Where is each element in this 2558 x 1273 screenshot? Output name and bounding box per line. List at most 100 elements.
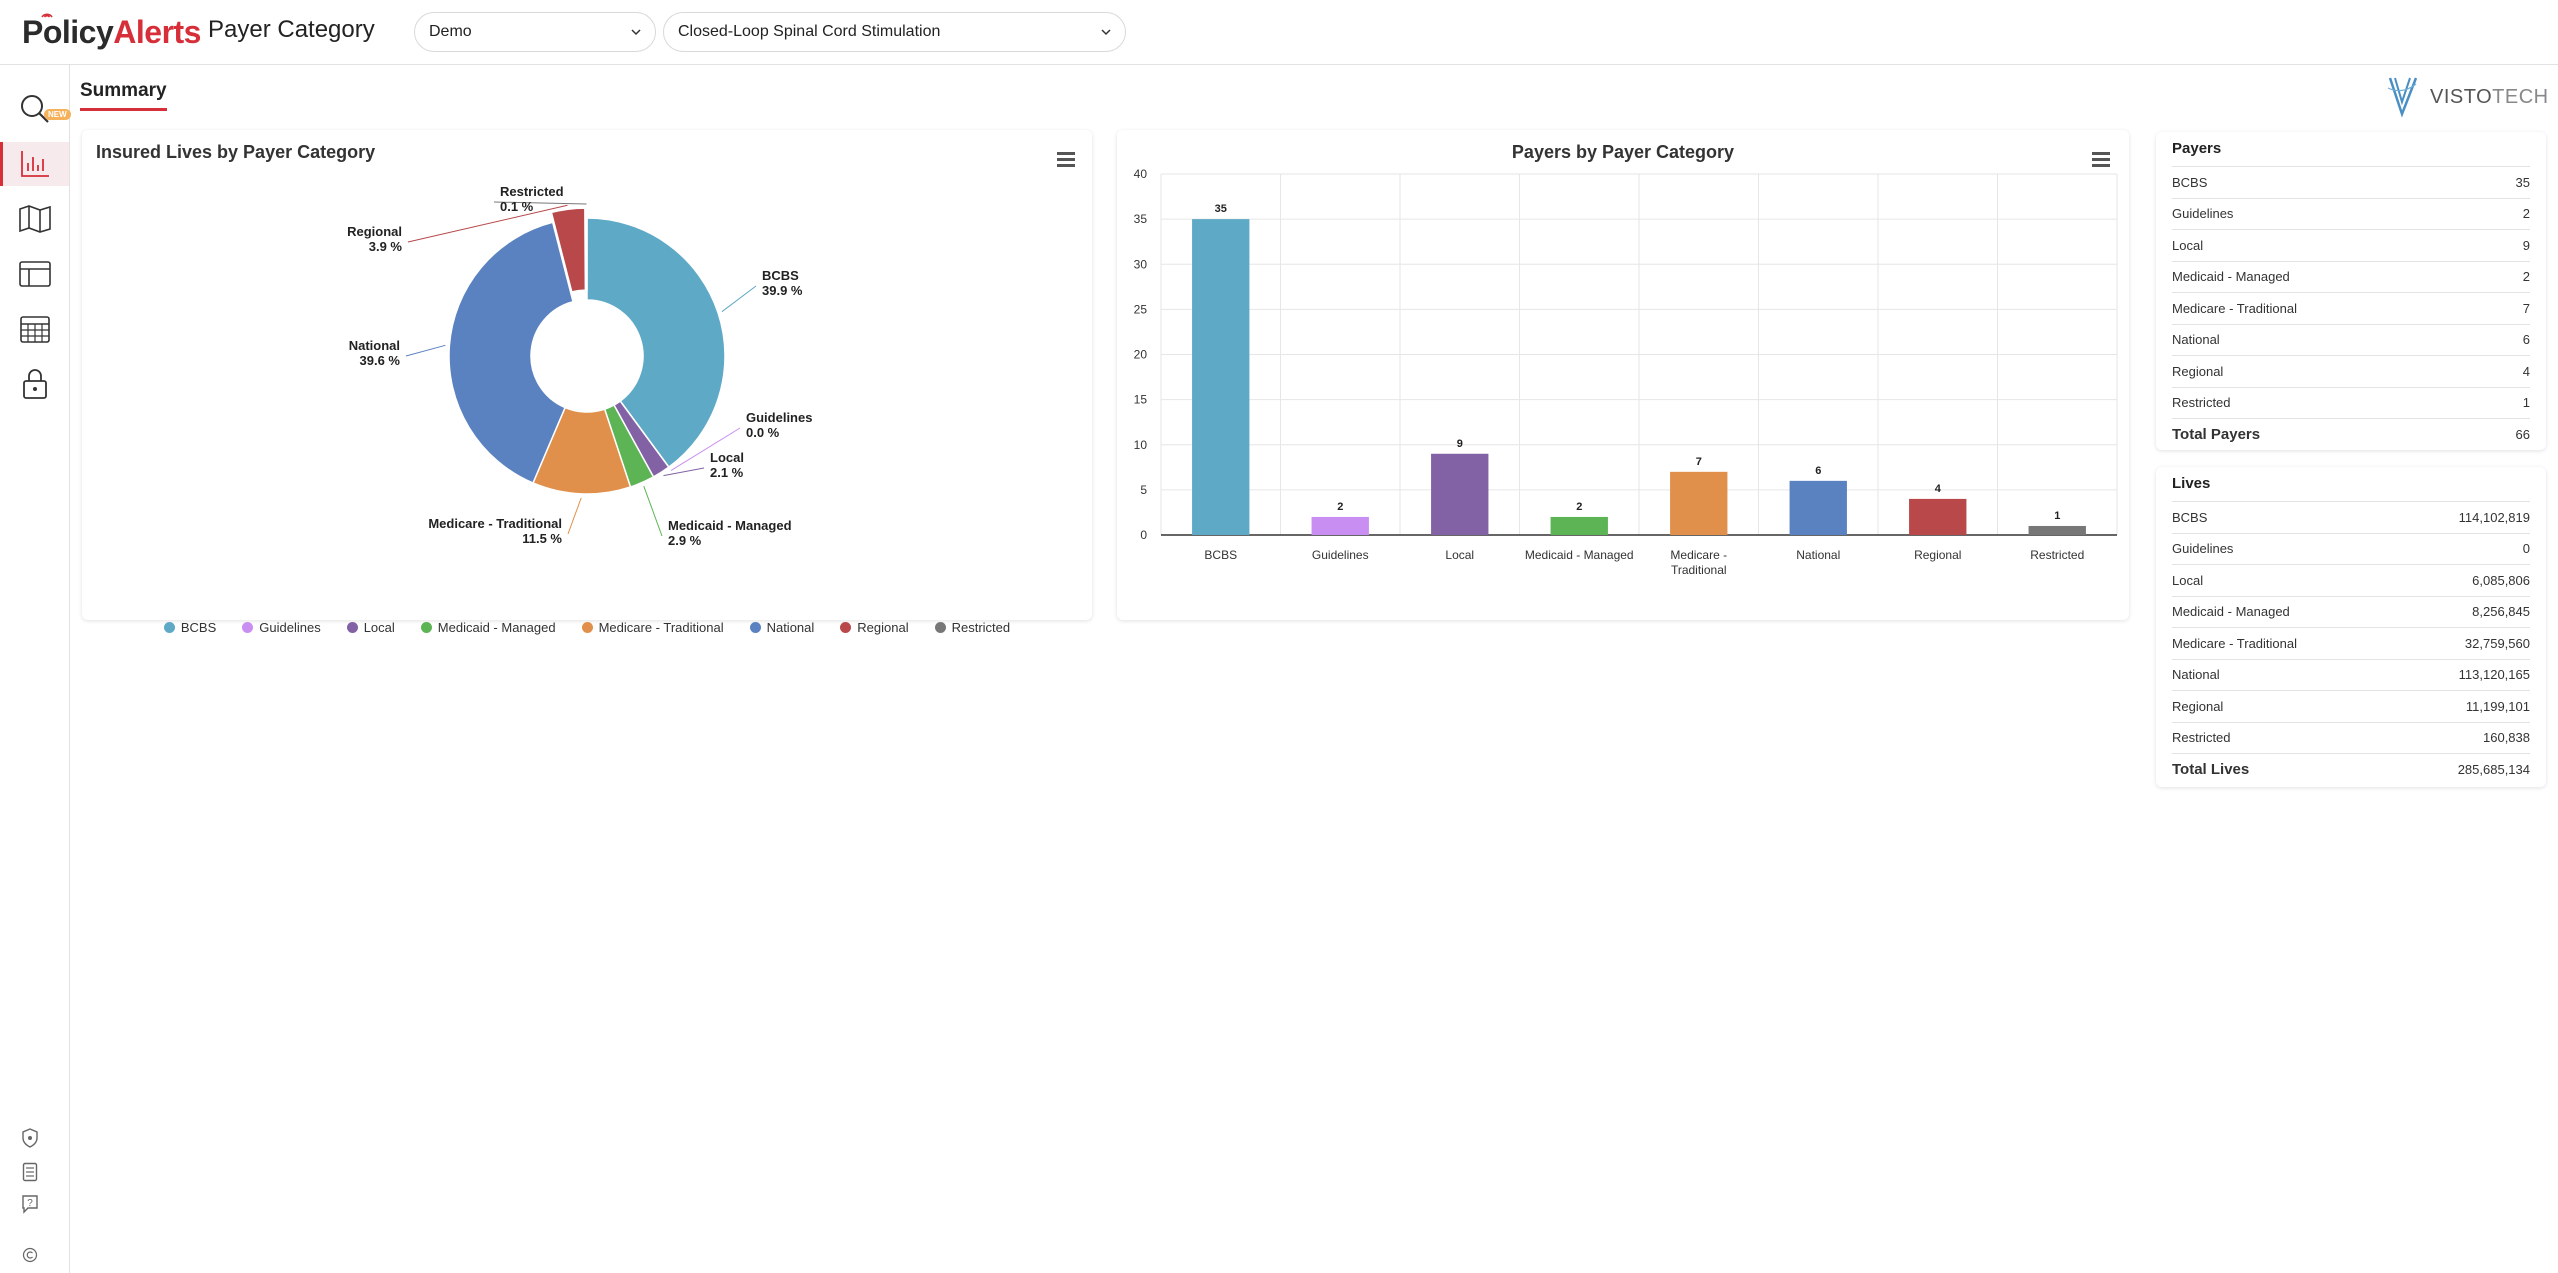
legend-item-national[interactable]: National — [749, 620, 814, 635]
row-label: Guidelines — [2172, 541, 2234, 557]
sidebar-item-search[interactable]: NEW — [0, 87, 71, 131]
sidebar-item-map[interactable] — [0, 197, 69, 241]
row-label: National — [2172, 667, 2220, 683]
bar-guidelines[interactable] — [1311, 516, 1369, 535]
bar-medicare-traditional[interactable] — [1670, 471, 1728, 535]
donut-connector — [567, 497, 582, 535]
donut-slice-regional[interactable] — [550, 207, 587, 293]
table-row: BCBS 35 — [2172, 166, 2530, 198]
y-tick-label: 35 — [1134, 212, 1148, 226]
row-value: 4 — [2522, 363, 2530, 379]
bar-bcbs[interactable] — [1192, 219, 1250, 535]
legend-item-local[interactable]: Local — [346, 620, 395, 635]
donut-slice-national[interactable] — [448, 221, 574, 484]
bar-local[interactable] — [1431, 453, 1489, 535]
table-row: National 113,120,165 — [2172, 658, 2530, 691]
row-value: 9 — [2522, 237, 2530, 253]
bar-restricted[interactable] — [2028, 525, 2086, 535]
payers-table: BCBS 35 Guidelines 2 Local 9 Medicaid - Manage… — [2172, 166, 2530, 450]
document-icon — [22, 1162, 38, 1182]
logo-text-policy: Policy — [22, 14, 114, 50]
row-value: 2 — [2522, 269, 2530, 285]
sidebar-footer-privacy[interactable] — [0, 1127, 60, 1149]
donut-label-value: 2.9 % — [668, 533, 702, 548]
donut-connector — [643, 485, 663, 537]
chevron-down-icon — [1101, 29, 1111, 36]
table-row: Guidelines 0 — [2172, 532, 2530, 565]
donut-label-value: 0.1 % — [500, 199, 534, 214]
legend-item-regional[interactable]: Regional — [840, 620, 909, 635]
legend-item-bcbs[interactable]: BCBS — [163, 620, 217, 635]
vistotech-text-tech: TECH — [2492, 86, 2549, 108]
vistotech-text-visto: VISTO — [2430, 86, 2493, 108]
shield-icon — [22, 1128, 38, 1148]
bar-data-label: 1 — [2054, 510, 2060, 522]
row-label: National — [2172, 332, 2220, 348]
total-label: Total Payers — [2172, 425, 2261, 443]
sidebar-item-lock[interactable] — [0, 362, 69, 406]
sidebar-item-charts[interactable] — [0, 142, 69, 186]
x-tick-label: Restricted — [2030, 548, 2084, 562]
legend-label: BCBS — [180, 620, 217, 635]
total-value: 285,685,134 — [2457, 761, 2530, 777]
legend-label: Medicaid - Managed — [437, 620, 556, 635]
donut-label-name: National — [349, 338, 400, 353]
vistotech-logo: VISTOTECH — [2386, 74, 2549, 118]
payers-table-title: Payers — [2172, 140, 2222, 157]
sidebar-footer-help[interactable]: ? — [0, 1193, 60, 1215]
legend-item-guidelines[interactable]: Guidelines — [242, 620, 321, 635]
row-value: 0 — [2522, 541, 2530, 557]
chart-menu-button[interactable] — [2092, 152, 2110, 167]
bar-national[interactable] — [1789, 480, 1847, 535]
row-value: 7 — [2522, 300, 2530, 316]
payers-bar-title: Payers by Payer Category — [1511, 142, 1735, 162]
row-value: 6,085,806 — [2472, 572, 2530, 588]
table-row: Medicaid - Managed 8,256,845 — [2172, 595, 2530, 628]
vistotech-mark-icon — [2387, 77, 2418, 118]
chart-menu-button[interactable] — [1057, 152, 1075, 167]
table-row: Guidelines 2 — [2172, 197, 2530, 230]
sidebar-footer-docs[interactable] — [0, 1161, 60, 1183]
bar-regional[interactable] — [1909, 498, 1967, 535]
client-select-value: Demo — [429, 23, 472, 40]
table-row: BCBS 114,102,819 — [2172, 501, 2530, 533]
bar-data-label: 35 — [1215, 203, 1227, 215]
x-tick-label: Guidelines — [1312, 548, 1369, 562]
y-tick-label: 20 — [1134, 348, 1148, 362]
donut-connector — [663, 467, 705, 477]
total-value: 66 — [2515, 426, 2530, 442]
legend-item-restricted[interactable]: Restricted — [934, 620, 1010, 635]
y-tick-label: 15 — [1134, 393, 1148, 407]
donut-label-value: 3.9 % — [369, 239, 403, 254]
donut-connector — [493, 201, 587, 205]
row-value: 32,759,560 — [2464, 635, 2530, 651]
sidebar: NEW ? — [0, 65, 71, 1273]
bar-medicaid-managed[interactable] — [1550, 516, 1608, 535]
donut-slice-restricted[interactable] — [585, 207, 588, 291]
bar-data-label: 6 — [1815, 465, 1821, 477]
logo-signal-icon — [41, 13, 53, 18]
donut-label-value: 39.6 % — [360, 353, 401, 368]
row-label: BCBS — [2172, 509, 2208, 525]
donut-label-value: 0.0 % — [746, 425, 780, 440]
donut-connector — [405, 344, 446, 357]
therapy-select[interactable]: Closed-Loop Spinal Cord Stimulation — [663, 12, 1126, 52]
legend-label: Guidelines — [259, 620, 321, 635]
donut-slice-bcbs[interactable] — [586, 217, 726, 469]
bar-data-label: 2 — [1337, 501, 1343, 513]
total-row: Total Payers 66 — [2172, 418, 2530, 450]
legend-dot — [934, 622, 946, 633]
legend-item-medicare-traditional[interactable]: Medicare - Traditional — [581, 620, 724, 635]
payers-table-card: Payers BCBS 35 Guidelines 2 Local 9 Medicaid -… — [2156, 132, 2546, 450]
donut-label-name: Medicare - Traditional — [428, 516, 562, 531]
policyalerts-logo[interactable]: PolicyAlerts — [22, 13, 201, 51]
y-tick-label: 30 — [1134, 257, 1148, 271]
copyright-icon — [22, 1247, 38, 1263]
legend-item-medicaid-managed[interactable]: Medicaid - Managed — [420, 620, 556, 635]
map-icon — [18, 205, 51, 233]
client-select[interactable]: Demo — [414, 12, 656, 52]
sidebar-item-calendar[interactable] — [0, 307, 69, 351]
sidebar-item-layout[interactable] — [0, 252, 69, 296]
legend-dot — [840, 622, 852, 633]
tab-summary[interactable]: Summary — [80, 80, 167, 111]
